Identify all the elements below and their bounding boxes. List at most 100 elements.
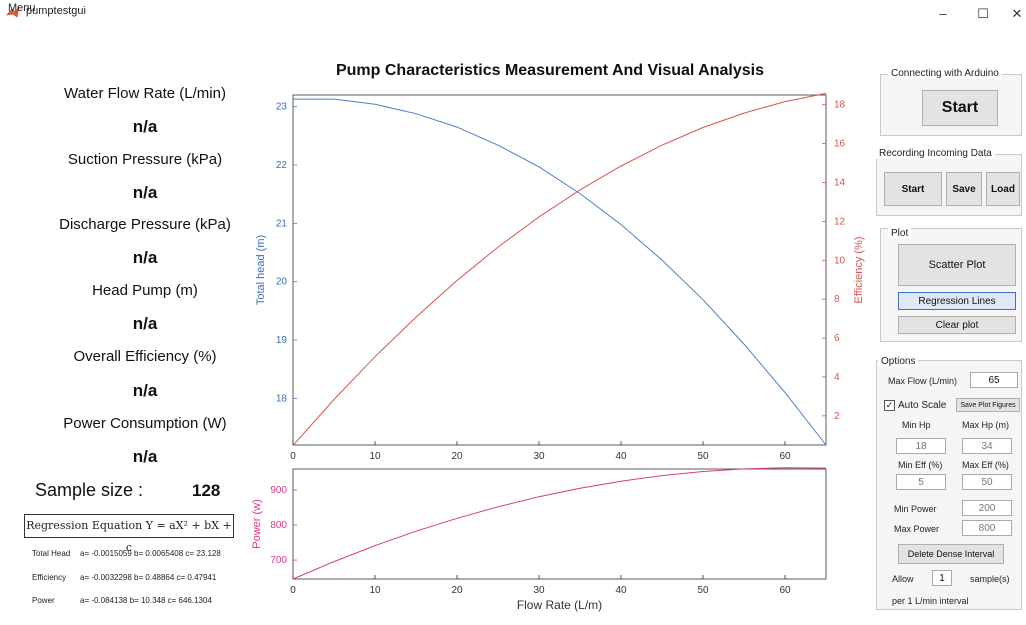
menu-bar	[0, 22, 1026, 40]
delete-dense-interval-button[interactable]: Delete Dense Interval	[898, 544, 1004, 564]
arduino-start-button[interactable]: Start	[922, 90, 998, 126]
min-hp-label: Min Hp	[902, 420, 931, 430]
power-y-tick-label: 900	[270, 485, 287, 496]
min-hp-input[interactable]: 18	[896, 438, 946, 454]
page-title: Pump Characteristics Measurement And Vis…	[335, 62, 764, 79]
title-bar	[0, 0, 1026, 28]
overall-efficiency-label: Overall Efficiency (%)	[73, 348, 217, 365]
recording-start-button[interactable]: Start	[884, 172, 942, 206]
auto-scale-label: Auto Scale	[898, 400, 947, 411]
overall-efficiency-value: n/a	[132, 381, 158, 400]
max-hp-input[interactable]: 34	[962, 438, 1012, 454]
menu-item-menu[interactable]: Menu	[8, 2, 36, 14]
clear-plot-button[interactable]: Clear plot	[898, 316, 1016, 334]
head-efficiency-chart: 0 10 20 30 40 50 6018192021222324681012141618T…	[255, 92, 865, 462]
top-x-tick-label: 40	[615, 451, 627, 462]
arduino-panel-title: Connecting with Arduino	[888, 68, 1002, 79]
bottom-x-tick-label: 30	[533, 585, 545, 596]
power-consumption-value: n/a	[132, 447, 158, 466]
suction-pressure-value: n/a	[132, 183, 158, 202]
max-flow-input[interactable]: 65	[970, 372, 1018, 388]
left-y-tick-label: 22	[276, 160, 288, 171]
allow-label: Allow	[892, 574, 914, 584]
left-y-tick-label: 19	[276, 335, 288, 346]
window-title: pumptestgui	[26, 5, 86, 17]
power-y-tick-label: 700	[270, 555, 287, 566]
right-y-tick-label: 2	[834, 411, 840, 422]
flow-rate-label: Water Flow Rate (L/min)	[64, 85, 226, 102]
power-consumption-label: Power Consumption (W)	[63, 415, 227, 432]
auto-scale-checkbox[interactable]: ✓	[884, 400, 895, 411]
discharge-pressure-value: n/a	[132, 248, 158, 267]
chart-area: 0 10 20 30 40 50 6018192021222324681012141618T…	[251, 92, 865, 612]
right-y-tick-label: 10	[834, 255, 846, 266]
coef-name-head: Total Head	[32, 549, 71, 558]
flow-rate-x-axis-label: Flow Rate (L/m)	[517, 598, 602, 612]
left-y-tick-label: 23	[276, 102, 288, 113]
power-series-line	[292, 467, 827, 580]
min-power-input[interactable]: 200	[962, 500, 1012, 516]
close-button[interactable]: ✕	[1011, 6, 1023, 21]
regression-equation: Regression Equation Y = aX² + bX + c	[24, 514, 234, 554]
coef-values-efficiency: a= -0.0032298 b= 0.48864 c= 0.47941	[80, 573, 217, 582]
samples-label: sample(s)	[970, 574, 1010, 584]
right-y-tick-label: 12	[834, 216, 846, 227]
max-eff-input[interactable]: 50	[962, 474, 1012, 490]
power-y-axis-label: Power (w)	[251, 499, 263, 549]
min-eff-input[interactable]: 5	[896, 474, 946, 490]
right-y-tick-label: 4	[834, 372, 840, 383]
min-power-label: Min Power	[894, 504, 937, 514]
discharge-pressure-label: Discharge Pressure (kPa)	[59, 216, 231, 233]
right-y-tick-label: 8	[834, 294, 840, 305]
left-y-tick-label: 18	[276, 393, 288, 404]
bottom-plot-frame	[292, 468, 827, 580]
coef-name-power: Power	[32, 596, 55, 605]
sample-size-label: Sample size :	[35, 480, 144, 500]
coef-values-power: a= -0.084138 b= 10.348 c= 646.1304	[80, 596, 212, 605]
bottom-x-tick-label: 50	[697, 585, 709, 596]
total-head-series-line	[293, 98, 827, 446]
max-eff-label: Max Eff (%)	[962, 460, 1009, 470]
min-eff-label: Min Eff (%)	[898, 460, 943, 470]
head-pump-value: n/a	[132, 314, 158, 333]
plot-panel-title: Plot	[888, 228, 912, 239]
allow-samples-input[interactable]: 1	[932, 570, 952, 586]
max-flow-label: Max Flow (L/min)	[888, 376, 958, 386]
regression-lines-button[interactable]: Regression Lines	[898, 292, 1016, 310]
options-panel-title: Options	[878, 356, 919, 367]
right-y-axis-label: Efficiency (%)	[853, 236, 865, 303]
suction-pressure-label: Suction Pressure (kPa)	[67, 151, 223, 168]
left-y-axis-label: Total head (m)	[255, 235, 267, 305]
scatter-plot-button[interactable]: Scatter Plot	[898, 244, 1016, 286]
top-x-tick-label: 30	[533, 451, 545, 462]
max-power-input[interactable]: 800	[962, 520, 1012, 536]
right-y-tick-label: 14	[834, 178, 846, 189]
bottom-x-tick-label: 20	[451, 585, 463, 596]
max-hp-label: Max Hp (m)	[962, 420, 1009, 430]
top-x-tick-label: 50	[697, 451, 709, 462]
head-pump-label: Head Pump (m)	[92, 282, 198, 299]
top-plot-frame	[292, 94, 827, 446]
maximize-button[interactable]: ☐	[977, 6, 989, 21]
top-x-tick-label: 60	[779, 451, 791, 462]
top-x-tick-label: 0	[290, 451, 296, 462]
coef-values-head: a= -0.0015059 b= 0.0065408 c= 23.128	[80, 549, 221, 558]
recording-panel-title: Recording Incoming Data	[876, 148, 995, 159]
left-y-tick-label: 20	[276, 277, 288, 288]
bottom-x-tick-label: 40	[615, 585, 627, 596]
power-chart: 0 10 20 30 40 50 60 700 800 900 Power (w) Flow Rate…	[251, 467, 827, 612]
recording-save-button[interactable]: Save	[946, 172, 982, 206]
minimize-button[interactable]: –	[939, 6, 947, 21]
flow-rate-value: n/a	[132, 117, 158, 136]
right-y-tick-label: 16	[834, 139, 846, 150]
recording-load-button[interactable]: Load	[986, 172, 1020, 206]
save-plot-figures-button[interactable]: Save Plot Figures	[956, 398, 1020, 412]
bottom-x-tick-label: 10	[369, 585, 381, 596]
efficiency-series-line	[292, 92, 827, 446]
right-y-tick-label: 18	[834, 100, 846, 111]
top-x-tick-label: 10	[369, 451, 381, 462]
right-y-tick-label: 6	[834, 333, 840, 344]
power-y-tick-label: 800	[270, 520, 287, 531]
left-y-tick-label: 21	[276, 218, 288, 229]
max-power-label: Max Power	[894, 524, 940, 534]
